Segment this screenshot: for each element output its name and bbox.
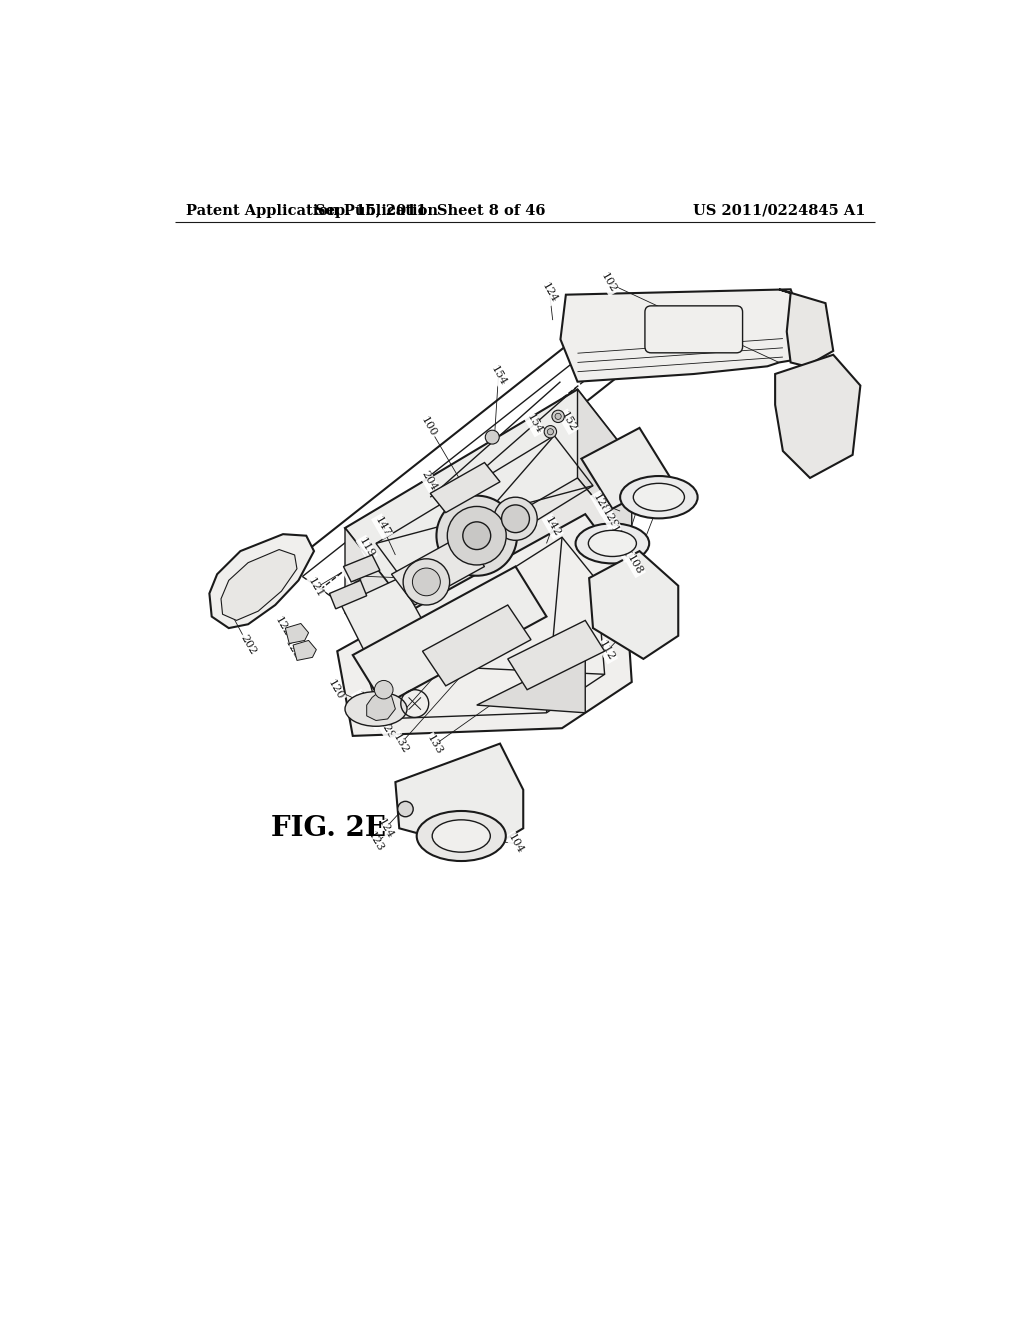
Circle shape [436, 496, 517, 576]
Text: 100: 100 [419, 414, 438, 438]
Polygon shape [345, 478, 632, 682]
Polygon shape [337, 515, 632, 737]
Circle shape [502, 504, 529, 532]
Text: 202: 202 [239, 634, 258, 657]
Text: 119: 119 [357, 536, 377, 560]
Circle shape [463, 521, 490, 549]
Text: 153: 153 [518, 504, 538, 528]
Polygon shape [477, 651, 586, 713]
Text: 129: 129 [377, 718, 396, 742]
Text: 122: 122 [273, 615, 293, 639]
Polygon shape [343, 554, 380, 582]
Circle shape [555, 413, 561, 420]
Polygon shape [589, 552, 678, 659]
Text: 154: 154 [488, 364, 508, 387]
Text: 123: 123 [283, 638, 302, 661]
Text: 150: 150 [614, 537, 634, 561]
Text: 124: 124 [376, 817, 395, 840]
Text: 131: 131 [352, 690, 372, 714]
Text: Patent Application Publication: Patent Application Publication [186, 203, 438, 218]
Text: 142: 142 [543, 515, 562, 539]
Circle shape [403, 558, 450, 605]
Text: FIG. 2E: FIG. 2E [271, 814, 386, 842]
Text: Sep. 15, 2011  Sheet 8 of 46: Sep. 15, 2011 Sheet 8 of 46 [315, 203, 546, 218]
Text: 128: 128 [365, 706, 384, 729]
Text: 123: 123 [367, 830, 386, 854]
Ellipse shape [417, 810, 506, 861]
Circle shape [547, 429, 554, 434]
FancyBboxPatch shape [645, 306, 742, 352]
Ellipse shape [575, 524, 649, 564]
Text: 133: 133 [425, 734, 443, 756]
Circle shape [375, 681, 393, 700]
Text: 124: 124 [540, 281, 559, 305]
Polygon shape [578, 389, 632, 544]
Text: 108: 108 [626, 553, 644, 577]
Ellipse shape [345, 692, 407, 726]
Polygon shape [367, 692, 395, 721]
Polygon shape [582, 428, 671, 508]
Circle shape [397, 801, 414, 817]
Polygon shape [391, 536, 484, 605]
Polygon shape [560, 289, 806, 381]
Polygon shape [209, 535, 314, 628]
Ellipse shape [589, 531, 636, 557]
Circle shape [494, 498, 538, 540]
Text: 128: 128 [591, 491, 610, 515]
Circle shape [485, 430, 500, 444]
Ellipse shape [633, 483, 684, 511]
Polygon shape [508, 620, 604, 689]
Polygon shape [330, 581, 367, 609]
Text: 154: 154 [524, 412, 544, 436]
Ellipse shape [621, 477, 697, 519]
Polygon shape [779, 289, 834, 367]
Text: 129: 129 [600, 507, 620, 531]
Polygon shape [341, 578, 423, 651]
Text: 104: 104 [506, 832, 525, 855]
Polygon shape [430, 462, 500, 512]
Polygon shape [293, 640, 316, 660]
Text: 204: 204 [419, 469, 438, 492]
Polygon shape [345, 528, 399, 682]
Text: 152: 152 [558, 411, 578, 433]
Polygon shape [286, 623, 308, 644]
Text: 102: 102 [599, 272, 618, 294]
Circle shape [447, 507, 506, 565]
Circle shape [552, 411, 564, 422]
Text: 132: 132 [391, 731, 411, 755]
Text: 132: 132 [608, 524, 628, 548]
Polygon shape [423, 605, 531, 686]
Text: US 2011/0224845 A1: US 2011/0224845 A1 [693, 203, 865, 218]
Circle shape [544, 425, 557, 438]
Text: 144: 144 [342, 564, 360, 587]
Polygon shape [345, 389, 632, 597]
Text: 112: 112 [597, 639, 616, 663]
Polygon shape [352, 566, 547, 705]
Polygon shape [395, 743, 523, 851]
Text: 147: 147 [373, 515, 392, 539]
Ellipse shape [432, 820, 490, 853]
Polygon shape [221, 549, 297, 620]
Text: 121: 121 [306, 577, 326, 599]
Text: 120: 120 [326, 678, 345, 701]
Polygon shape [775, 355, 860, 478]
Circle shape [413, 568, 440, 595]
